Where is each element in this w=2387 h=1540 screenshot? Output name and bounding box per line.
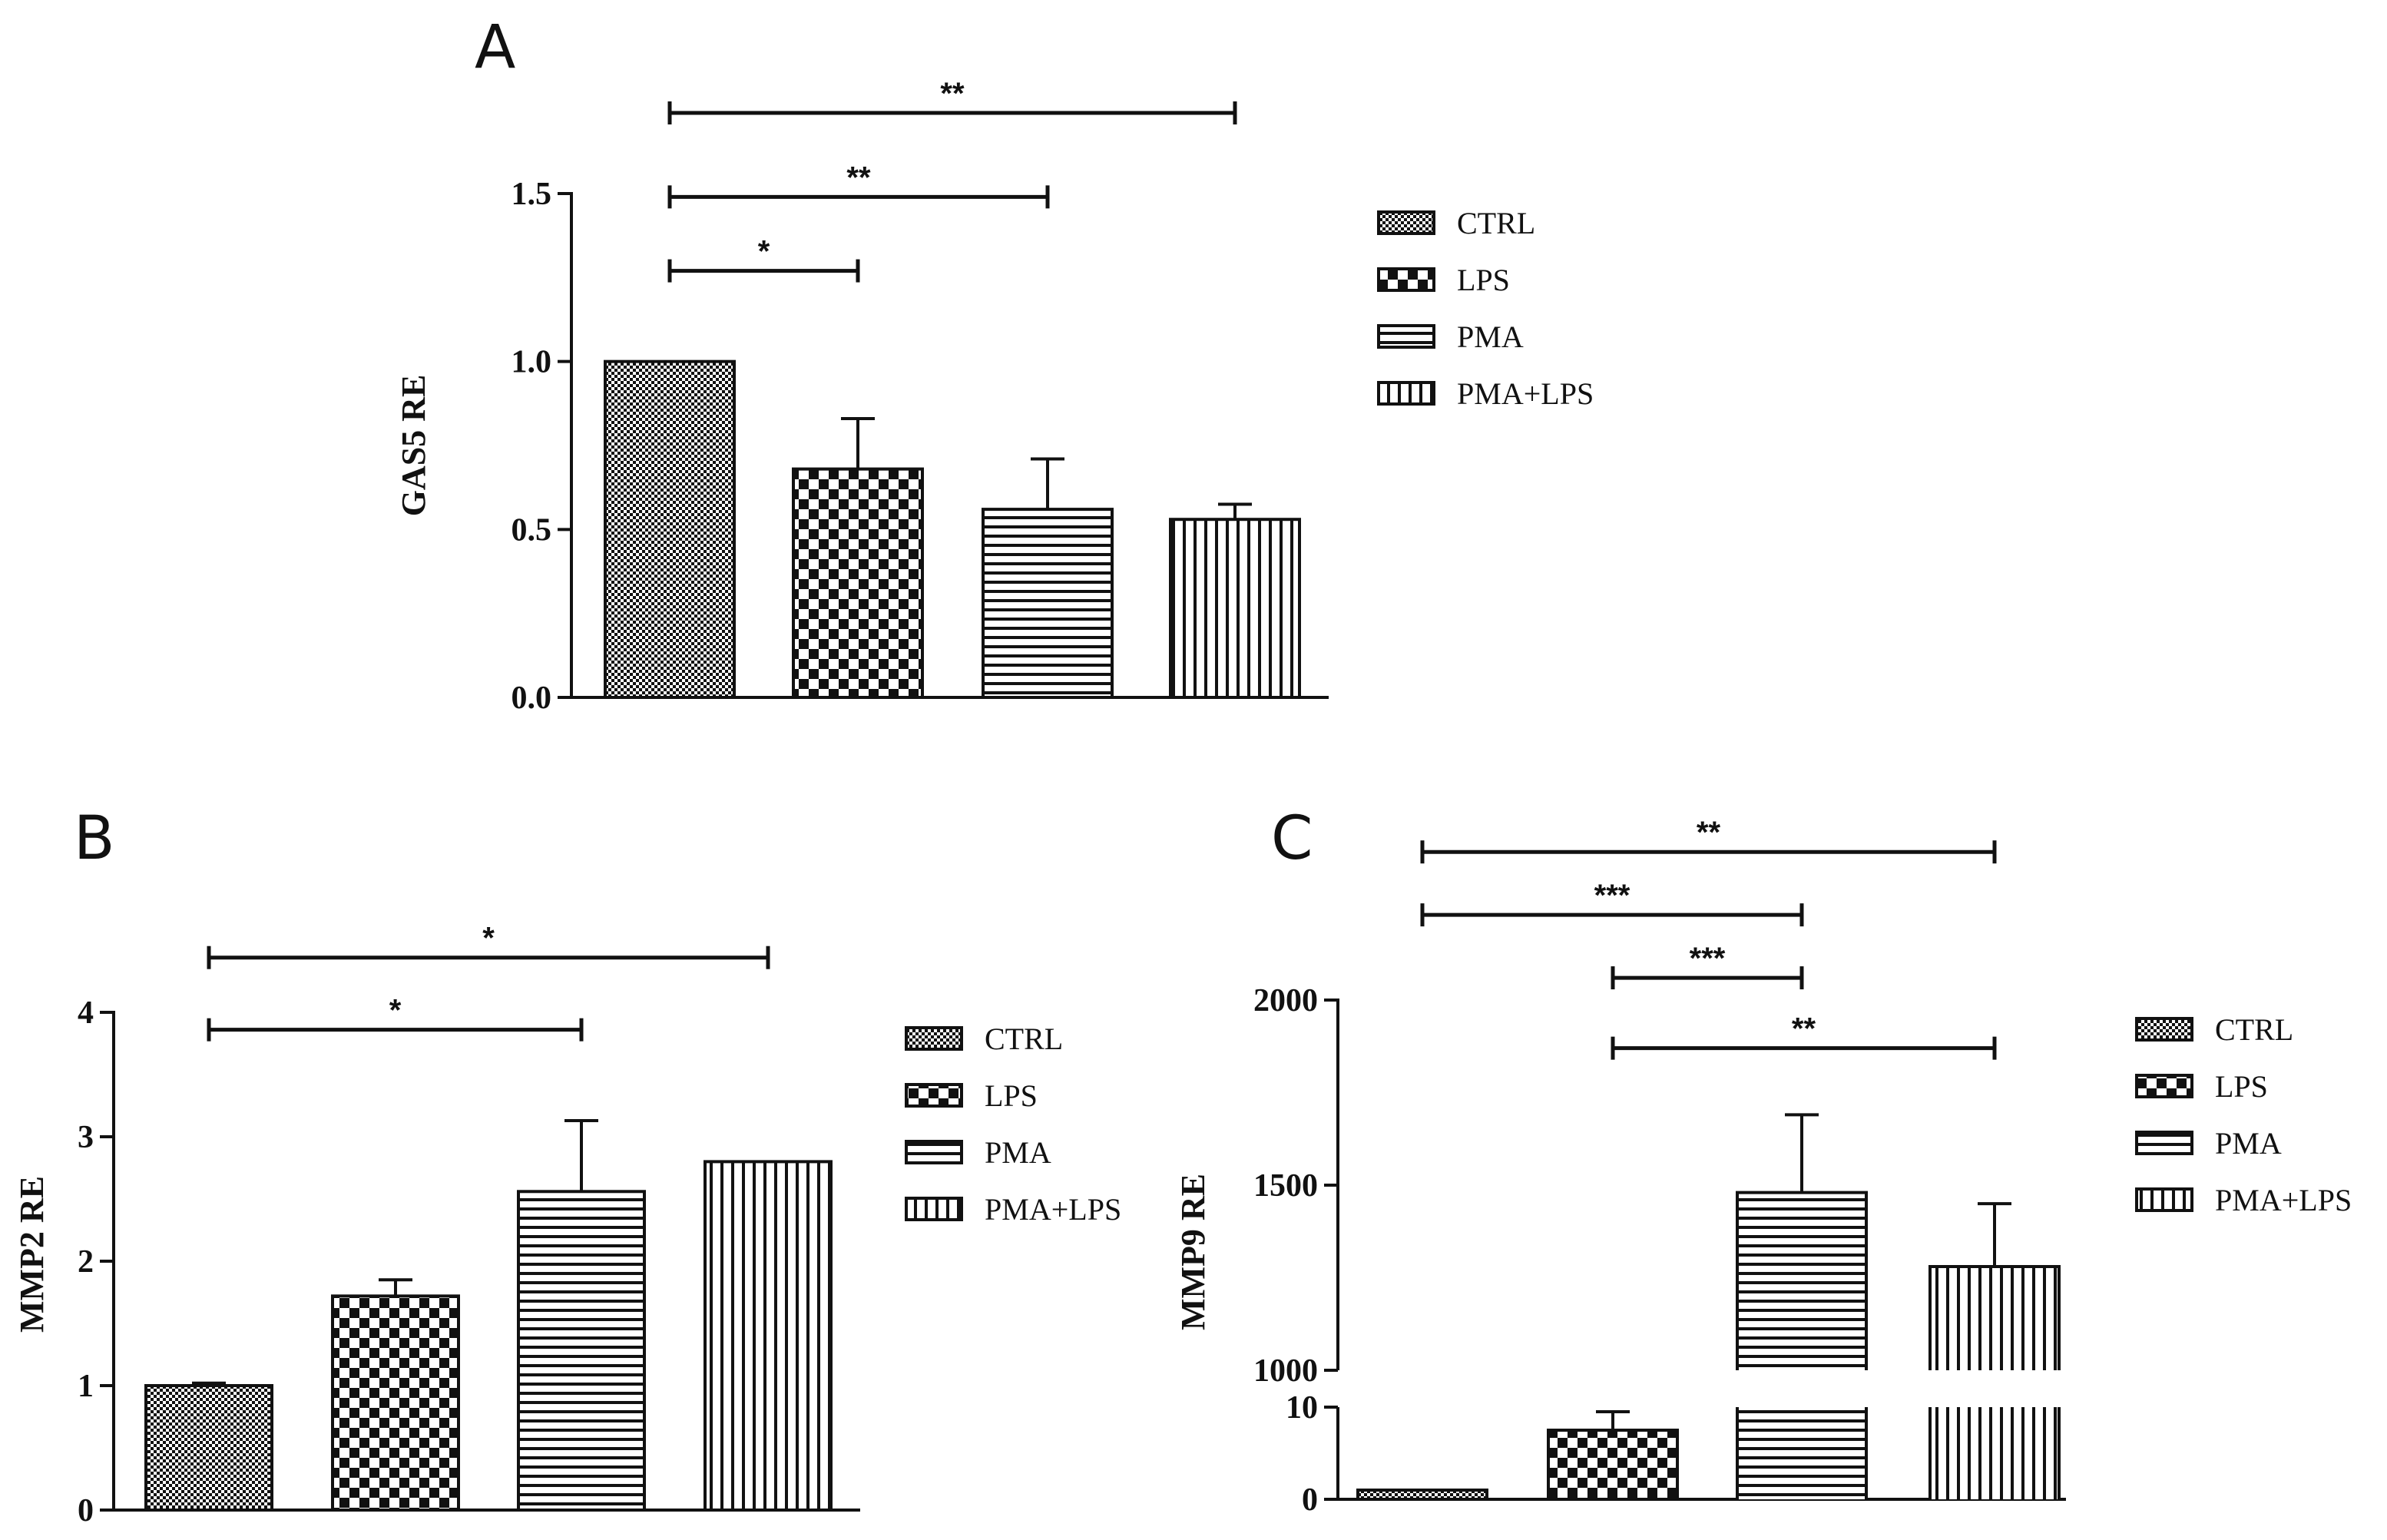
panel-b-y-tick-label-0: 0 xyxy=(78,1493,94,1528)
panel-c-sig-label-1: *** xyxy=(1690,942,1726,975)
panel-b-y-tick-label-1: 1 xyxy=(78,1369,94,1404)
panel-b-legend-swatch-0 xyxy=(905,1026,963,1051)
panel-b-sig-label-0: * xyxy=(389,994,402,1028)
panel-a-bar-pma xyxy=(982,508,1114,699)
panel-a-sig-label-2: ** xyxy=(940,77,965,111)
panel-b-legend-label-3: PMA+LPS xyxy=(985,1192,1121,1227)
panel-b-bar-pma-lps xyxy=(704,1160,833,1512)
panel-c-legend-swatch-0 xyxy=(2135,1017,2193,1042)
panel-letter-a: A xyxy=(475,13,515,82)
panel-c-bar-pma-lower xyxy=(1737,1407,1866,1499)
panel-c-legend-swatch-1 xyxy=(2135,1074,2193,1098)
panel-c-sig-label-0: ** xyxy=(1792,1012,1816,1046)
panel-c-legend-label-2: PMA xyxy=(2215,1126,2282,1161)
panel-a-legend-swatch-0 xyxy=(1377,210,1435,235)
panel-b-y-tick-label-4: 4 xyxy=(78,995,94,1031)
panel-b-chart: 0 1 2 3 4 * * CTRL LPS PMA PMA+LPS xyxy=(78,922,1121,1528)
panel-b-legend-swatch-2 xyxy=(905,1140,963,1164)
panel-b-legend-swatch-3 xyxy=(905,1197,963,1221)
panel-a-legend-label-0: CTRL xyxy=(1457,206,1535,240)
panel-c-legend-swatch-3 xyxy=(2135,1187,2193,1212)
panel-c-bar-pma-lps-upper xyxy=(1930,1267,2059,1370)
panel-b-bar-pma xyxy=(517,1190,646,1512)
panel-a-y-tick-label-3: 1.5 xyxy=(512,177,552,212)
panel-c-legend-swatch-2 xyxy=(2135,1131,2193,1155)
panel-c-bar-pma-lps-lower xyxy=(1930,1407,2059,1499)
panel-b-legend-label-2: PMA xyxy=(985,1135,1051,1170)
panel-b-legend-label-1: LPS xyxy=(985,1078,1038,1113)
panel-a-bar-lps xyxy=(792,467,924,699)
panel-a-legend-label-3: PMA+LPS xyxy=(1457,376,1594,411)
panel-a-legend-swatch-2 xyxy=(1377,324,1435,349)
panel-letter-b: B xyxy=(74,804,115,873)
panel-c-bar-pma-upper xyxy=(1737,1192,1866,1370)
panel-b-bar-lps xyxy=(331,1294,460,1512)
panel-c-bar-lps xyxy=(1547,1429,1679,1501)
panel-c-y-tick-label-upper-0: 1000 xyxy=(1253,1353,1318,1389)
panel-b-legend-label-0: CTRL xyxy=(985,1022,1063,1056)
panel-a-legend-swatch-1 xyxy=(1377,267,1435,292)
panel-c-legend-label-0: CTRL xyxy=(2215,1012,2293,1047)
panel-a-y-tick-label-0: 0.0 xyxy=(512,681,552,716)
panel-a-legend-label-1: LPS xyxy=(1457,263,1510,297)
panel-c-y-tick-label-upper-2: 2000 xyxy=(1253,983,1318,1018)
panel-c-y-tick-label-upper-1: 1500 xyxy=(1253,1168,1318,1204)
panel-b-sig-label-1: * xyxy=(482,922,495,955)
panel-c-bar-ctrl xyxy=(1356,1489,1488,1501)
panel-a-bar-ctrl xyxy=(604,359,736,699)
panel-c-ylabel: MMP9 RE xyxy=(1174,1174,1212,1330)
panel-c-legend-label-1: LPS xyxy=(2215,1069,2268,1104)
panel-a-sig-label-0: * xyxy=(758,235,770,269)
panel-b-ylabel: MMP2 RE xyxy=(13,1176,51,1333)
panel-c-chart: 100015002000010**********CTRLLPSPMAPMA+L… xyxy=(1253,816,2352,1518)
panel-c-legend-label-3: PMA+LPS xyxy=(2215,1183,2352,1217)
panel-c-sig-label-3: ** xyxy=(1697,816,1721,849)
panel-b-y-tick-label-3: 3 xyxy=(78,1120,94,1155)
panel-letter-c: C xyxy=(1271,804,1313,873)
panel-a-legend-swatch-3 xyxy=(1377,381,1435,406)
panel-b-bar-ctrl xyxy=(144,1384,273,1512)
panel-c-y-tick-label-lower-1: 10 xyxy=(1286,1390,1318,1426)
panel-a-bar-pma-lps xyxy=(1169,518,1301,699)
panel-a-sig-label-1: ** xyxy=(846,161,871,194)
panel-c-y-tick-label-lower-0: 0 xyxy=(1302,1482,1318,1518)
panel-a-legend-label-2: PMA xyxy=(1457,320,1524,354)
panel-b-y-tick-label-2: 2 xyxy=(78,1244,94,1280)
panel-c-sig-label-2: *** xyxy=(1594,879,1631,912)
panel-a-y-tick-label-1: 0.5 xyxy=(512,512,552,548)
panel-b-legend-swatch-1 xyxy=(905,1083,963,1108)
panel-a-y-tick-label-2: 1.0 xyxy=(512,345,552,380)
panel-a-ylabel: GAS5 RE xyxy=(395,375,432,517)
